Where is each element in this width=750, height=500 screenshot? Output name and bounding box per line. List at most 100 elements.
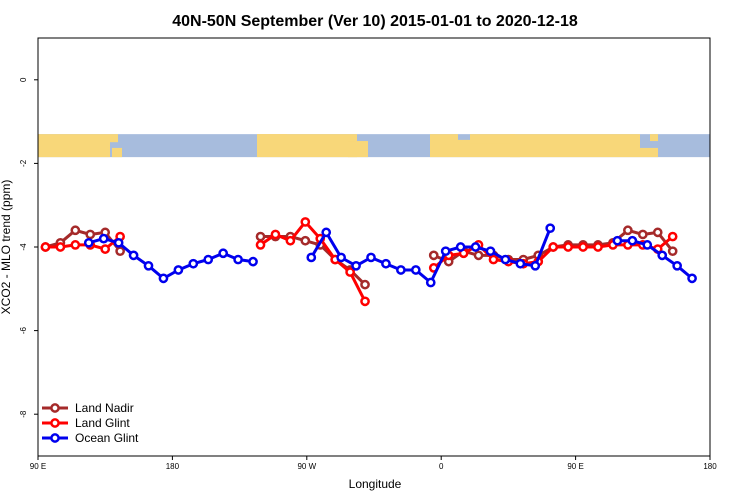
data-point xyxy=(652,227,663,238)
series-land-glint xyxy=(40,217,678,307)
data-point xyxy=(55,242,66,252)
data-point xyxy=(485,246,496,257)
data-point xyxy=(203,254,214,265)
data-point xyxy=(285,235,296,246)
data-point xyxy=(270,229,281,240)
y-axis-label: XCO2 - MLO trend (ppm) xyxy=(0,180,13,315)
data-point xyxy=(300,217,311,227)
map-land xyxy=(348,141,368,158)
series-layer xyxy=(40,217,697,307)
data-point xyxy=(321,227,332,238)
data-point xyxy=(396,265,406,275)
data-point xyxy=(428,250,439,261)
map-land xyxy=(650,134,658,142)
legend-marker xyxy=(50,403,60,413)
map-land xyxy=(450,134,458,142)
x-tick-label: 90 W xyxy=(297,462,316,471)
data-point xyxy=(545,223,556,234)
data-point xyxy=(345,267,355,277)
data-point xyxy=(255,231,266,242)
data-point xyxy=(85,229,96,240)
data-point xyxy=(40,242,51,252)
data-point xyxy=(233,254,243,265)
map-land xyxy=(470,134,515,144)
data-point xyxy=(98,233,109,244)
data-point xyxy=(113,237,124,248)
y-tick-label: -2 xyxy=(19,159,28,167)
data-point xyxy=(351,260,361,271)
data-point xyxy=(336,252,346,263)
data-point xyxy=(158,273,169,284)
data-point xyxy=(173,265,184,275)
data-point xyxy=(593,242,603,252)
legend-label: Land Nadir xyxy=(75,401,134,415)
data-point xyxy=(612,235,623,246)
data-point xyxy=(128,250,139,261)
data-point xyxy=(381,258,391,269)
data-point xyxy=(470,242,481,252)
y-tick-label: -4 xyxy=(19,243,28,251)
data-point xyxy=(360,296,370,307)
map-strip xyxy=(38,134,710,158)
legend-label: Ocean Glint xyxy=(75,431,139,445)
data-point xyxy=(473,250,484,261)
data-point xyxy=(83,237,94,248)
data-point xyxy=(623,225,633,236)
y-tick-label: 0 xyxy=(19,77,28,82)
data-point xyxy=(637,229,648,240)
data-point xyxy=(672,260,682,271)
map-land xyxy=(640,147,658,158)
chart-title: 40N-50N September (Ver 10) 2015-01-01 to… xyxy=(172,13,578,30)
x-tick-label: 180 xyxy=(703,462,717,471)
map-land xyxy=(110,134,118,143)
data-point xyxy=(425,277,436,288)
x-axis: 90 E 180 90 W 0 90 E 180 xyxy=(30,456,717,471)
y-axis: 0 -2 -4 -6 -8 xyxy=(19,77,38,418)
legend-marker xyxy=(50,433,60,443)
data-point xyxy=(188,258,199,269)
map-land xyxy=(430,134,450,158)
data-point xyxy=(488,254,499,265)
data-point xyxy=(642,240,653,250)
data-point xyxy=(563,242,573,252)
data-point xyxy=(515,258,526,269)
data-point xyxy=(500,254,511,265)
data-point xyxy=(410,265,421,275)
data-point xyxy=(248,256,258,267)
data-point xyxy=(627,235,638,246)
x-axis-label: Longitude xyxy=(349,477,402,491)
x-tick-label: 180 xyxy=(166,462,180,471)
data-point xyxy=(300,235,311,246)
data-point xyxy=(115,246,125,257)
map-land xyxy=(38,134,110,158)
map-land xyxy=(450,139,520,158)
data-point xyxy=(530,260,541,271)
legend-label: Land Glint xyxy=(75,416,130,430)
legend-marker xyxy=(50,418,60,428)
series-ocean-glint xyxy=(83,223,697,288)
x-tick-label: 0 xyxy=(439,462,444,471)
data-point xyxy=(360,279,370,290)
x-tick-label: 90 E xyxy=(30,462,46,471)
data-point xyxy=(667,231,678,242)
data-point xyxy=(657,250,668,261)
data-point xyxy=(578,242,588,252)
map-land xyxy=(257,134,357,158)
data-point xyxy=(306,252,317,263)
data-point xyxy=(366,252,376,263)
data-point xyxy=(100,244,111,254)
data-point xyxy=(70,225,81,236)
map-land xyxy=(510,134,640,158)
data-point xyxy=(548,242,559,252)
y-tick-label: -6 xyxy=(19,326,28,334)
y-tick-label: -8 xyxy=(19,410,28,418)
data-point xyxy=(667,246,678,257)
x-tick-label: 90 E xyxy=(567,462,583,471)
map-land xyxy=(112,147,122,158)
map-land xyxy=(257,134,287,139)
data-point xyxy=(440,246,451,257)
data-point xyxy=(70,240,81,250)
data-point xyxy=(143,260,154,271)
